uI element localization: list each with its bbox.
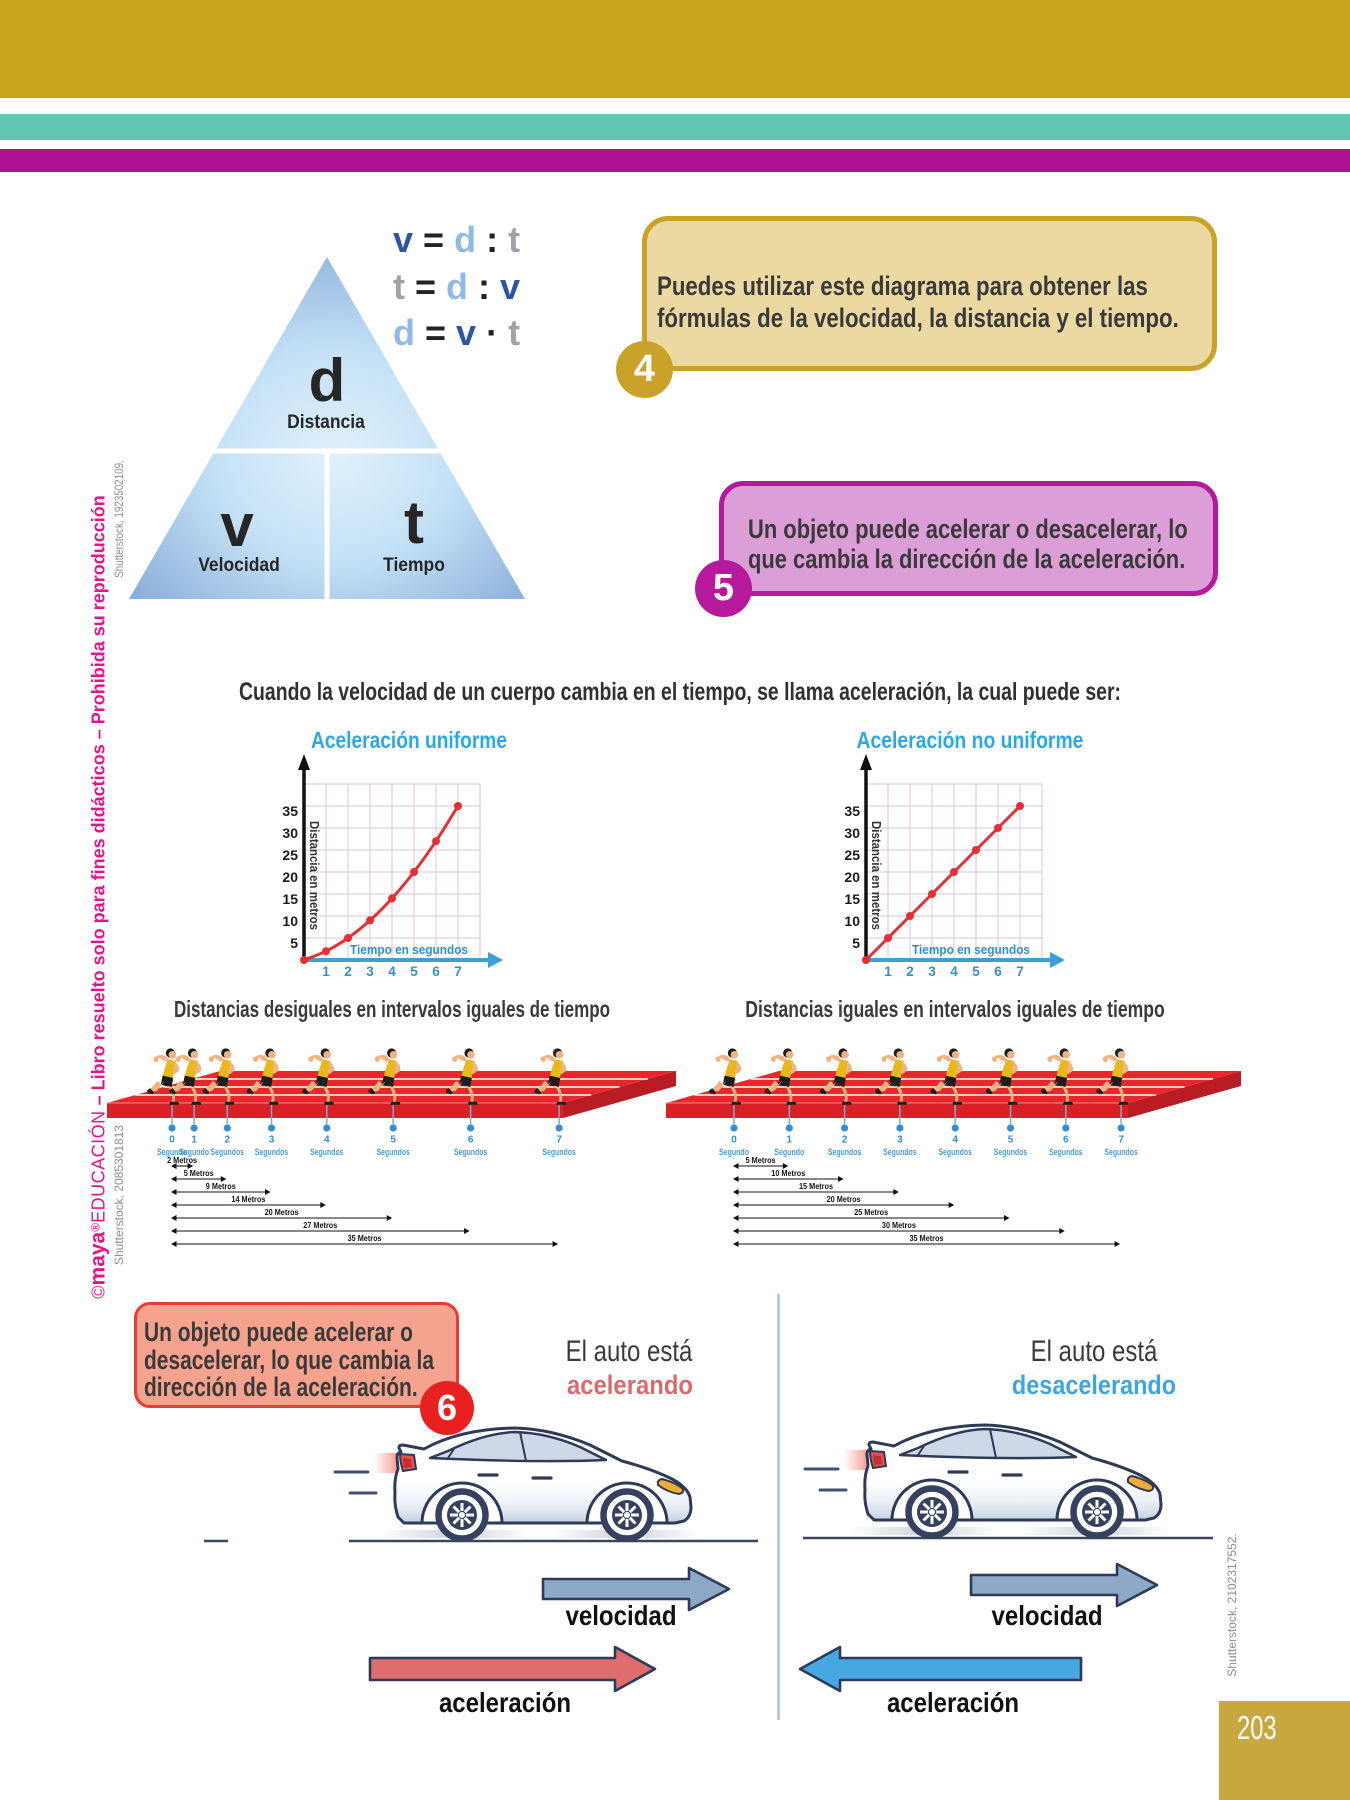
svg-text:5: 5 <box>852 935 860 951</box>
svg-text:6: 6 <box>994 964 1002 979</box>
svg-text:Segundo: Segundo <box>157 1147 187 1157</box>
svg-text:1: 1 <box>884 964 892 979</box>
svg-text:Segundos: Segundos <box>542 1147 576 1157</box>
svg-text:Segundos: Segundos <box>310 1147 344 1157</box>
svg-text:3: 3 <box>897 1135 903 1146</box>
svg-text:Segundo: Segundo <box>774 1147 804 1157</box>
svg-text:6: 6 <box>1063 1135 1069 1146</box>
svg-text:2 Metros: 2 Metros <box>167 1155 197 1165</box>
svg-text:15 Metros: 15 Metros <box>799 1181 833 1191</box>
svg-text:25: 25 <box>844 847 860 863</box>
svg-text:2: 2 <box>344 964 352 979</box>
svg-text:Distancia en metros: Distancia en metros <box>869 821 883 930</box>
svg-text:4: 4 <box>952 1135 958 1146</box>
svg-text:Segundos: Segundos <box>1104 1147 1138 1157</box>
svg-text:4: 4 <box>388 964 396 979</box>
svg-text:10: 10 <box>282 913 298 929</box>
svg-text:9 Metros: 9 Metros <box>206 1181 236 1191</box>
svg-text:30 Metros: 30 Metros <box>882 1220 916 1230</box>
svg-text:5: 5 <box>1008 1135 1014 1146</box>
svg-text:3: 3 <box>928 964 936 979</box>
svg-text:Distancia en metros: Distancia en metros <box>307 821 321 930</box>
svg-text:Segundo: Segundo <box>719 1147 749 1157</box>
svg-text:1: 1 <box>322 964 330 979</box>
svg-text:Tiempo en segundos: Tiempo en segundos <box>912 942 1030 957</box>
svg-text:Segundos: Segundos <box>883 1147 917 1157</box>
svg-text:5 Metros: 5 Metros <box>184 1168 214 1178</box>
svg-text:2: 2 <box>906 964 914 979</box>
svg-text:14 Metros: 14 Metros <box>231 1194 265 1204</box>
svg-text:30: 30 <box>844 825 860 841</box>
svg-text:20: 20 <box>282 869 298 885</box>
svg-text:5: 5 <box>972 964 980 979</box>
svg-text:6: 6 <box>432 964 440 979</box>
svg-text:30: 30 <box>282 825 298 841</box>
svg-text:20 Metros: 20 Metros <box>827 1194 861 1204</box>
svg-text:35 Metros: 35 Metros <box>910 1233 944 1243</box>
svg-text:35 Metros: 35 Metros <box>348 1233 382 1243</box>
svg-text:Segundos: Segundos <box>938 1147 972 1157</box>
svg-text:3: 3 <box>366 964 374 979</box>
svg-text:35: 35 <box>844 803 860 819</box>
svg-text:Segundo: Segundo <box>179 1147 209 1157</box>
svg-text:5: 5 <box>390 1135 396 1146</box>
svg-text:7: 7 <box>454 964 462 979</box>
svg-text:1: 1 <box>191 1135 197 1146</box>
svg-text:Segundos: Segundos <box>255 1147 289 1157</box>
svg-text:35: 35 <box>282 803 298 819</box>
svg-text:0: 0 <box>169 1135 175 1146</box>
svg-text:3: 3 <box>269 1135 275 1146</box>
svg-text:Tiempo en segundos: Tiempo en segundos <box>350 942 468 957</box>
svg-text:4: 4 <box>324 1135 330 1146</box>
svg-text:Segundos: Segundos <box>1049 1147 1083 1157</box>
svg-text:Segundos: Segundos <box>211 1147 245 1157</box>
svg-text:10: 10 <box>844 913 860 929</box>
svg-text:20 Metros: 20 Metros <box>265 1207 299 1217</box>
svg-text:20: 20 <box>844 869 860 885</box>
svg-text:27 Metros: 27 Metros <box>303 1220 337 1230</box>
svg-text:2: 2 <box>842 1135 848 1146</box>
svg-text:4: 4 <box>950 964 958 979</box>
svg-text:Segundos: Segundos <box>828 1147 862 1157</box>
svg-text:5: 5 <box>290 935 298 951</box>
svg-text:10 Metros: 10 Metros <box>771 1168 805 1178</box>
svg-text:25 Metros: 25 Metros <box>854 1207 888 1217</box>
svg-text:5 Metros: 5 Metros <box>746 1155 776 1165</box>
svg-text:0: 0 <box>731 1135 737 1146</box>
svg-text:1: 1 <box>787 1135 793 1146</box>
svg-text:6: 6 <box>468 1135 474 1146</box>
svg-text:15: 15 <box>282 891 298 907</box>
svg-text:2: 2 <box>225 1135 231 1146</box>
svg-text:Segundos: Segundos <box>994 1147 1028 1157</box>
svg-text:15: 15 <box>844 891 860 907</box>
svg-text:5: 5 <box>410 964 418 979</box>
svg-text:Segundos: Segundos <box>376 1147 410 1157</box>
svg-text:7: 7 <box>556 1135 562 1146</box>
svg-text:25: 25 <box>282 847 298 863</box>
svg-text:7: 7 <box>1016 964 1024 979</box>
svg-text:7: 7 <box>1118 1135 1124 1146</box>
svg-text:Segundos: Segundos <box>454 1147 488 1157</box>
